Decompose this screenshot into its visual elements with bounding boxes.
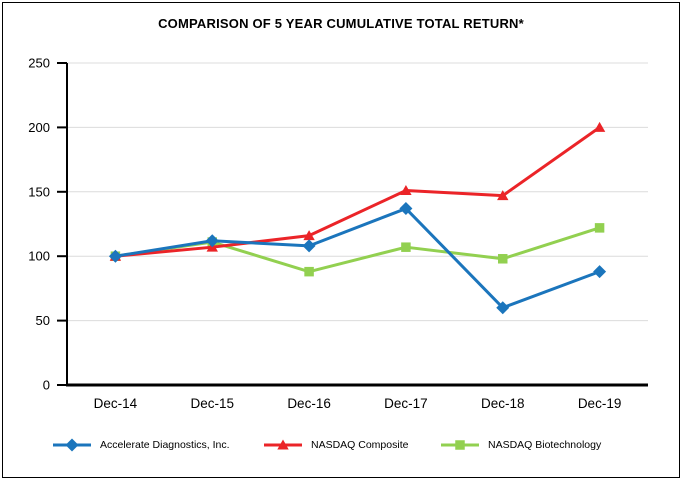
- series-line: [115, 207, 601, 310]
- legend-swatch-triangle-icon: [264, 439, 302, 450]
- legend-swatch-square-icon: [441, 440, 479, 450]
- legend-marker-triangle-icon: [277, 439, 289, 450]
- x-tick-label: Dec-15: [190, 396, 234, 411]
- y-tick-label: 0: [43, 378, 50, 393]
- x-tick-label: Dec-18: [481, 396, 525, 411]
- y-tick-label: 200: [28, 120, 50, 135]
- series-marker-square-icon: [498, 254, 508, 264]
- series-marker-triangle-icon: [400, 185, 412, 196]
- series-marker-square-icon: [401, 242, 411, 252]
- y-tick-label: 150: [28, 184, 50, 199]
- series-marker-diamond-icon: [593, 265, 607, 279]
- series-marker-diamond-icon: [496, 301, 510, 315]
- series-marker-diamond-icon: [302, 239, 316, 253]
- series-marker-triangle-icon: [593, 121, 606, 132]
- series-marker-square-icon: [594, 223, 605, 233]
- y-tick-label: 100: [28, 249, 50, 264]
- y-tick-label: 250: [28, 56, 50, 71]
- series-line: [115, 126, 601, 258]
- legend-item-nasdaq-composite: NASDAQ Composite: [263, 437, 408, 453]
- x-tick-label: Dec-16: [287, 396, 331, 411]
- x-tick-label: Dec-19: [578, 396, 622, 411]
- series-marker-triangle-icon: [497, 190, 509, 201]
- legend-label-accelerate-diagnostics: Accelerate Diagnostics, Inc.: [100, 439, 230, 451]
- series-marker-diamond-icon: [205, 234, 219, 248]
- legend-item-nasdaq-biotechnology: NASDAQ Biotechnology: [440, 437, 601, 453]
- x-tick-label: Dec-17: [384, 396, 428, 411]
- x-tick-label: Dec-14: [94, 396, 138, 411]
- legend-label-nasdaq-composite: NASDAQ Composite: [311, 439, 409, 451]
- legend-marker-square-icon: [455, 440, 465, 450]
- chart-title: COMPARISON OF 5 YEAR CUMULATIVE TOTAL RE…: [158, 16, 524, 31]
- legend-swatch-diamond-icon: [53, 438, 91, 452]
- series-marker-triangle-icon: [303, 230, 315, 241]
- series-marker-square-icon: [304, 266, 314, 277]
- series-marker-diamond-icon: [108, 249, 122, 263]
- series-marker-diamond-icon: [399, 202, 413, 216]
- legend-item-accelerate-diagnostics: Accelerate Diagnostics, Inc.: [52, 437, 230, 453]
- legend-label-nasdaq-biotechnology: NASDAQ Biotechnology: [488, 439, 602, 451]
- y-tick-label: 50: [36, 313, 50, 328]
- legend-marker-diamond-icon: [65, 438, 79, 452]
